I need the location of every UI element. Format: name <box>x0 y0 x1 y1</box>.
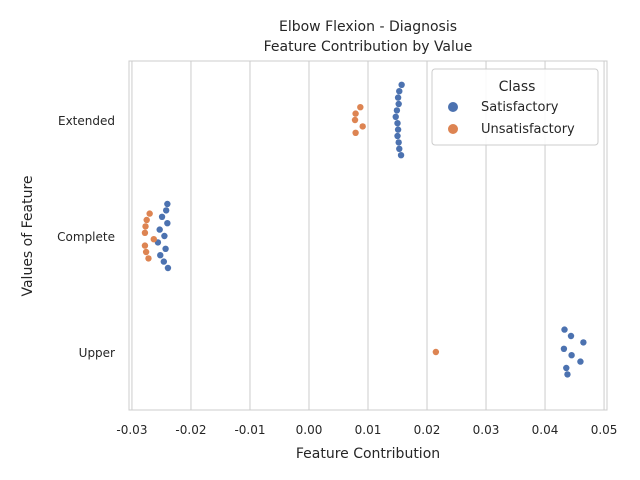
point-satisfactory-extended <box>394 132 401 140</box>
y-tick-label-complete: Complete <box>57 230 115 244</box>
point-unsatisfactory-upper <box>432 348 440 356</box>
point-unsatisfactory-extended <box>352 110 359 117</box>
point-satisfactory-upper <box>577 358 584 365</box>
x-tick-label: 0.00 <box>296 423 323 437</box>
x-tick-label: 0.04 <box>532 423 559 437</box>
legend: Class Satisfactory Unsatisfactory <box>431 68 599 146</box>
point-unsatisfactory-extended <box>359 123 366 130</box>
x-tick-label: -0.01 <box>234 423 265 437</box>
point-unsatisfactory-complete <box>145 255 152 262</box>
point-satisfactory-extended <box>394 126 402 133</box>
chart-title: Elbow Flexion - Diagnosis <box>279 19 457 35</box>
point-satisfactory-extended <box>392 113 399 121</box>
point-satisfactory-upper <box>560 345 568 352</box>
legend-label-satisfactory: Satisfactory <box>481 100 559 115</box>
point-unsatisfactory-extended <box>357 104 364 111</box>
point-satisfactory-extended <box>395 100 402 108</box>
point-satisfactory-extended <box>396 88 403 95</box>
point-satisfactory-complete <box>164 220 171 227</box>
plot-frame <box>128 60 608 411</box>
point-satisfactory-extended <box>397 152 405 159</box>
point-satisfactory-complete <box>161 232 168 240</box>
point-unsatisfactory-complete <box>141 242 149 249</box>
point-satisfactory-complete <box>160 258 168 265</box>
y-tick-label-extended: Extended <box>58 114 115 128</box>
point-satisfactory-upper <box>567 332 575 340</box>
point-satisfactory-complete <box>157 252 164 259</box>
point-satisfactory-upper <box>563 364 570 372</box>
x-axis-title: Feature Contribution <box>296 446 440 462</box>
point-unsatisfactory-complete <box>150 236 157 243</box>
point-unsatisfactory-complete <box>142 223 149 230</box>
point-unsatisfactory-complete <box>142 248 150 256</box>
point-satisfactory-extended <box>395 139 402 146</box>
point-satisfactory-upper <box>564 371 571 378</box>
legend-label-unsatisfactory: Unsatisfactory <box>481 122 575 137</box>
chart-subtitle: Feature Contribution by Value <box>264 39 473 55</box>
point-satisfactory-upper <box>568 352 575 359</box>
point-satisfactory-complete <box>164 264 172 272</box>
point-unsatisfactory-complete <box>141 229 149 236</box>
point-satisfactory-complete <box>156 226 163 233</box>
x-tick-label: 0.03 <box>473 423 500 437</box>
point-unsatisfactory-extended <box>351 116 359 124</box>
legend-box <box>431 68 599 146</box>
x-tick-label: 0.02 <box>414 423 441 437</box>
point-satisfactory-extended <box>393 107 401 114</box>
point-satisfactory-extended <box>398 81 405 89</box>
point-satisfactory-complete <box>162 245 169 252</box>
y-tick-label-upper: Upper <box>79 346 115 360</box>
data-points <box>141 81 587 378</box>
point-satisfactory-complete <box>158 213 166 220</box>
point-unsatisfactory-complete <box>146 210 153 217</box>
point-satisfactory-upper <box>580 339 587 346</box>
x-tick-label: -0.03 <box>116 423 147 437</box>
legend-marker-unsatisfactory <box>448 124 458 134</box>
y-tick-labels: Extended Complete Upper <box>57 114 115 360</box>
x-tick-label: 0.05 <box>591 423 618 437</box>
point-unsatisfactory-complete <box>143 216 150 224</box>
x-tick-label: -0.02 <box>175 423 206 437</box>
x-tick-labels: -0.03 -0.02 -0.01 0.00 0.01 0.02 0.03 0.04 0.05 <box>116 423 617 437</box>
point-satisfactory-extended <box>394 94 402 101</box>
legend-title: Class <box>499 79 536 95</box>
point-unsatisfactory-extended <box>352 129 359 136</box>
point-satisfactory-complete <box>162 207 170 214</box>
x-tick-label: 0.01 <box>355 423 382 437</box>
y-axis-title: Values of Feature <box>20 175 36 296</box>
point-satisfactory-upper <box>561 326 568 333</box>
legend-marker-satisfactory <box>448 102 458 112</box>
point-satisfactory-extended <box>394 120 401 127</box>
point-satisfactory-extended <box>396 145 403 152</box>
point-satisfactory-complete <box>164 200 171 208</box>
